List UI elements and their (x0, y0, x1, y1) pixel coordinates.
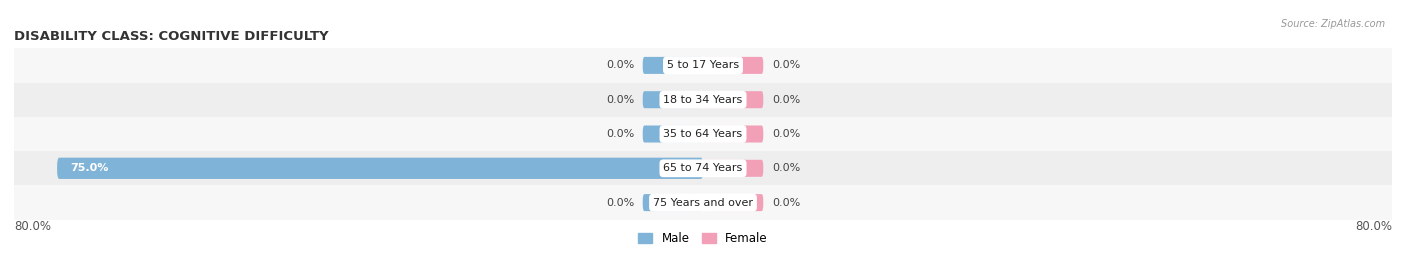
Text: DISABILITY CLASS: COGNITIVE DIFFICULTY: DISABILITY CLASS: COGNITIVE DIFFICULTY (14, 30, 329, 43)
FancyBboxPatch shape (643, 91, 703, 108)
FancyBboxPatch shape (0, 48, 1406, 83)
Text: 35 to 64 Years: 35 to 64 Years (664, 129, 742, 139)
Text: 0.0%: 0.0% (772, 95, 800, 105)
FancyBboxPatch shape (643, 194, 703, 211)
Text: 0.0%: 0.0% (606, 95, 634, 105)
Text: 65 to 74 Years: 65 to 74 Years (664, 163, 742, 173)
Text: 80.0%: 80.0% (14, 220, 51, 233)
FancyBboxPatch shape (703, 194, 763, 211)
Text: 18 to 34 Years: 18 to 34 Years (664, 95, 742, 105)
FancyBboxPatch shape (0, 117, 1406, 151)
Text: 0.0%: 0.0% (772, 129, 800, 139)
Text: Source: ZipAtlas.com: Source: ZipAtlas.com (1281, 19, 1385, 29)
FancyBboxPatch shape (0, 151, 1406, 185)
Text: 0.0%: 0.0% (606, 129, 634, 139)
FancyBboxPatch shape (643, 57, 703, 74)
Text: 0.0%: 0.0% (606, 60, 634, 70)
Text: 0.0%: 0.0% (772, 198, 800, 208)
Text: 5 to 17 Years: 5 to 17 Years (666, 60, 740, 70)
Text: 0.0%: 0.0% (772, 163, 800, 173)
FancyBboxPatch shape (703, 160, 763, 177)
FancyBboxPatch shape (703, 125, 763, 143)
Text: 75.0%: 75.0% (70, 163, 108, 173)
FancyBboxPatch shape (703, 91, 763, 108)
FancyBboxPatch shape (0, 83, 1406, 117)
FancyBboxPatch shape (643, 125, 703, 143)
Legend: Male, Female: Male, Female (638, 232, 768, 245)
Text: 0.0%: 0.0% (606, 198, 634, 208)
Text: 0.0%: 0.0% (772, 60, 800, 70)
Text: 80.0%: 80.0% (1355, 220, 1392, 233)
FancyBboxPatch shape (703, 57, 763, 74)
FancyBboxPatch shape (58, 158, 703, 179)
FancyBboxPatch shape (0, 185, 1406, 220)
Text: 75 Years and over: 75 Years and over (652, 198, 754, 208)
